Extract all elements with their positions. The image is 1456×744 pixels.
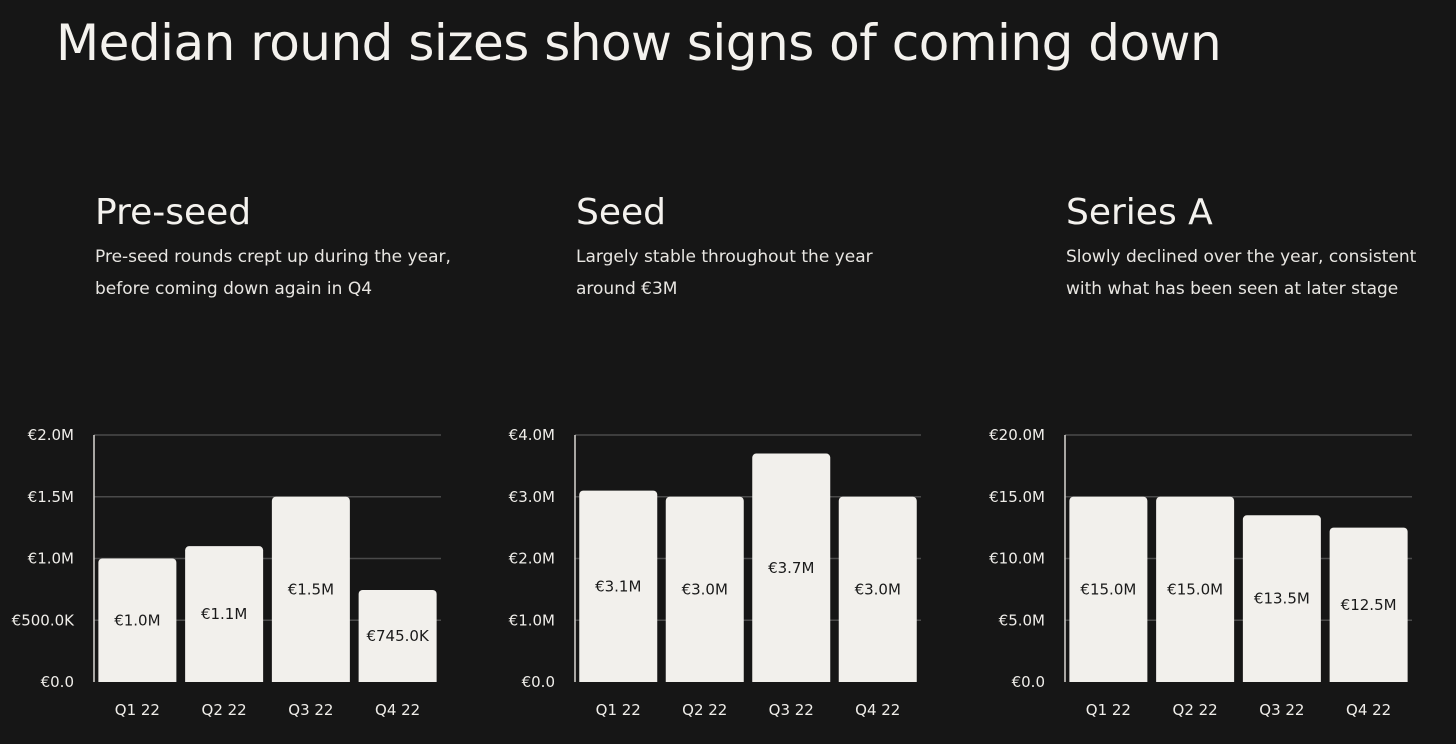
- pre-seed-category-label: Q4 22: [375, 701, 420, 719]
- series-a-bar-base-mask: [1328, 682, 1409, 688]
- series-a-data-label: €12.5M: [1341, 596, 1397, 614]
- pre-seed-description-line-1: Pre-seed rounds crept up during the year…: [95, 247, 451, 267]
- pre-seed-bar-base-mask: [184, 682, 265, 688]
- series-a-y-tick-label: €0.0: [1012, 673, 1045, 691]
- series-a-y-tick-label: €5.0M: [999, 611, 1045, 629]
- series-a-description-line-2: with what has been seen at later stage: [1066, 279, 1399, 299]
- pre-seed-y-tick-label: €0.0: [41, 673, 74, 691]
- pre-seed-y-tick-label: €2.0M: [28, 426, 74, 444]
- seed-description-line-2: around €3M: [576, 279, 678, 299]
- series-a-data-label: €15.0M: [1080, 580, 1136, 598]
- seed-bar-base-mask: [751, 682, 832, 688]
- pre-seed-bar: [185, 546, 264, 686]
- pre-seed-y-tick-label: €500.0K: [12, 611, 75, 629]
- seed-category-label: Q3 22: [769, 701, 814, 719]
- seed-bar: [665, 496, 744, 686]
- series-a-y-tick-label: €10.0M: [989, 550, 1045, 568]
- seed-category-label: Q2 22: [682, 701, 727, 719]
- seed-y-tick-label: €0.0: [522, 673, 555, 691]
- seed-bar: [752, 453, 831, 686]
- seed-description-line-1: Largely stable throughout the year: [576, 247, 873, 267]
- pre-seed-y-tick-label: €1.0M: [28, 550, 74, 568]
- seed-category-label: Q1 22: [596, 701, 641, 719]
- pre-seed-bar: [358, 589, 437, 686]
- seed-y-tick-label: €4.0M: [509, 426, 555, 444]
- series-a-bar: [1329, 527, 1408, 686]
- pre-seed-category-label: Q1 22: [115, 701, 160, 719]
- seed-data-label: €3.0M: [855, 580, 901, 598]
- series-a-bar-base-mask: [1241, 682, 1322, 688]
- seed-data-label: €3.1M: [595, 577, 641, 595]
- series-a-bar: [1242, 515, 1321, 686]
- pre-seed-data-label: €1.1M: [201, 605, 247, 623]
- seed-y-tick-label: €1.0M: [509, 611, 555, 629]
- series-a-title: Series A: [1066, 192, 1213, 233]
- series-a-y-tick-label: €15.0M: [989, 488, 1045, 506]
- seed-description: Largely stable throughout the year aroun…: [576, 241, 956, 305]
- seed-y-tick-label: €2.0M: [509, 550, 555, 568]
- pre-seed-bar-base-mask: [270, 682, 351, 688]
- seed-bar-base-mask: [664, 682, 745, 688]
- pre-seed-title: Pre-seed: [95, 192, 252, 233]
- series-a-description: Slowly declined over the year, consisten…: [1066, 241, 1446, 305]
- page-title: Median round sizes show signs of coming …: [56, 14, 1222, 72]
- series-a-category-label: Q4 22: [1346, 701, 1391, 719]
- seed-data-label: €3.7M: [768, 559, 814, 577]
- seed-bar: [579, 490, 658, 686]
- pre-seed-description-line-2: before coming down again in Q4: [95, 279, 373, 299]
- series-a-y-tick-label: €20.0M: [989, 426, 1045, 444]
- pre-seed-bar: [271, 496, 350, 686]
- series-a-bar: [1069, 496, 1148, 686]
- pre-seed-data-label: €745.0K: [366, 627, 429, 645]
- series-a-category-label: Q3 22: [1259, 701, 1304, 719]
- series-a-data-label: €13.5M: [1254, 590, 1310, 608]
- series-a-bar-base-mask: [1155, 682, 1236, 688]
- seed-category-label: Q4 22: [855, 701, 900, 719]
- seed-data-label: €3.0M: [682, 580, 728, 598]
- pre-seed-description: Pre-seed rounds crept up during the year…: [95, 241, 475, 305]
- series-a-bar-base-mask: [1068, 682, 1149, 688]
- pre-seed-y-tick-label: €1.5M: [28, 488, 74, 506]
- pre-seed-category-label: Q2 22: [202, 701, 247, 719]
- seed-y-tick-label: €3.0M: [509, 488, 555, 506]
- series-a-category-label: Q2 22: [1173, 701, 1218, 719]
- seed-bar-base-mask: [837, 682, 918, 688]
- pre-seed-data-label: €1.0M: [114, 611, 160, 629]
- series-a-bar: [1156, 496, 1235, 686]
- seed-title: Seed: [576, 192, 666, 233]
- pre-seed-bar-base-mask: [357, 682, 438, 688]
- series-a-category-label: Q1 22: [1086, 701, 1131, 719]
- pre-seed-bar-base-mask: [97, 682, 178, 688]
- series-a-data-label: €15.0M: [1167, 580, 1223, 598]
- seed-bar: [838, 496, 917, 686]
- pre-seed-category-label: Q3 22: [288, 701, 333, 719]
- series-a-description-line-1: Slowly declined over the year, consisten…: [1066, 247, 1417, 267]
- pre-seed-data-label: €1.5M: [288, 580, 334, 598]
- pre-seed-bar: [98, 558, 177, 686]
- seed-bar-base-mask: [578, 682, 659, 688]
